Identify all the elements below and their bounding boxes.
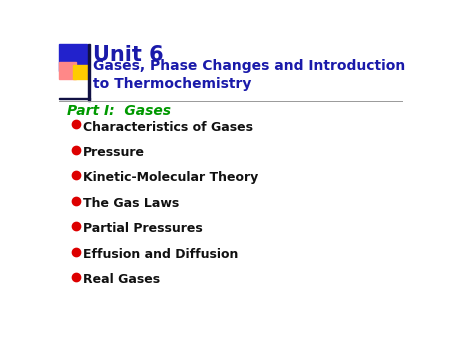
Text: Pressure: Pressure: [83, 146, 144, 159]
Bar: [59, 98, 90, 99]
Text: Gases, Phase Changes and Introduction
to Thermochemistry: Gases, Phase Changes and Introduction to…: [93, 59, 405, 91]
Bar: [73, 65, 89, 79]
Text: The Gas Laws: The Gas Laws: [83, 197, 179, 210]
Bar: [59, 62, 76, 79]
Bar: [59, 44, 87, 71]
Text: Partial Pressures: Partial Pressures: [83, 222, 202, 235]
Text: Unit 6: Unit 6: [93, 45, 163, 65]
Text: Part I:  Gases: Part I: Gases: [67, 104, 171, 118]
Text: Effusion and Diffusion: Effusion and Diffusion: [83, 248, 238, 261]
Text: Characteristics of Gases: Characteristics of Gases: [83, 121, 252, 134]
Bar: [88, 44, 90, 101]
Text: Kinetic-Molecular Theory: Kinetic-Molecular Theory: [83, 171, 258, 185]
Text: Real Gases: Real Gases: [83, 273, 160, 286]
